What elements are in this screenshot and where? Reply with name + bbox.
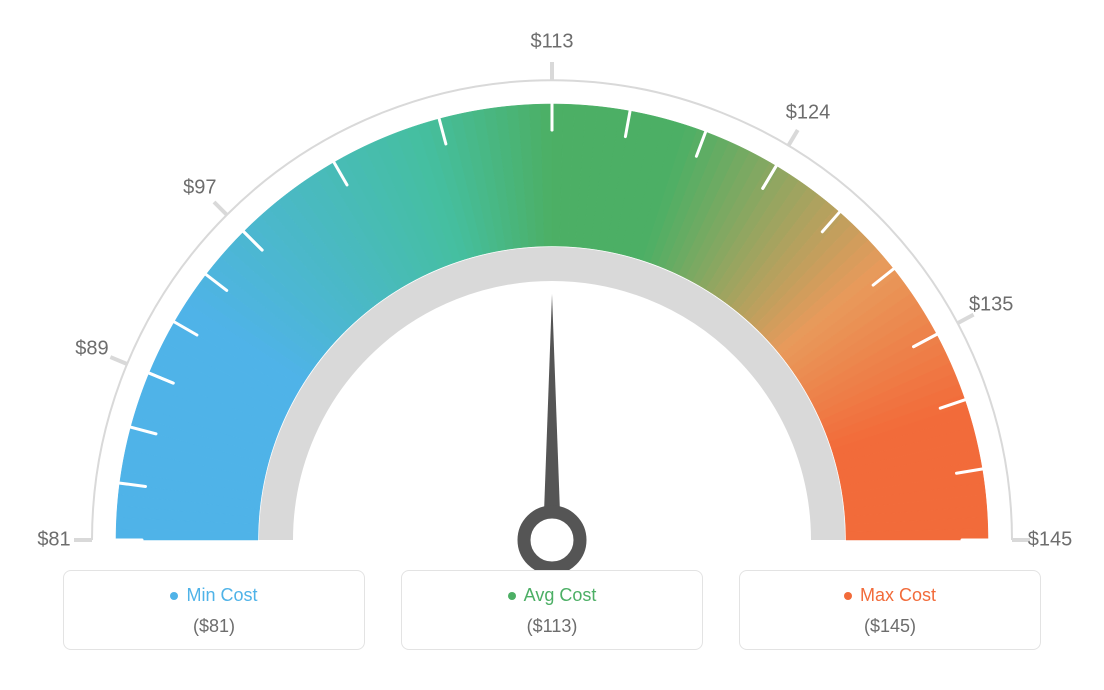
legend-dot-max [844, 592, 852, 600]
legend-value-avg: ($113) [402, 616, 702, 637]
legend-value-max: ($145) [740, 616, 1040, 637]
legend-dot-avg [508, 592, 516, 600]
legend-row: Min Cost ($81) Avg Cost ($113) Max Cost … [0, 570, 1104, 670]
gauge-chart: $81 $89 $97 $113 $124 $135 $145 [0, 0, 1104, 570]
legend-title-max: Max Cost [844, 585, 936, 606]
legend-card-max: Max Cost ($145) [739, 570, 1041, 650]
gauge-svg [0, 0, 1104, 570]
legend-dot-min [170, 592, 178, 600]
gauge-needle-hub [524, 512, 580, 568]
legend-title-text-avg: Avg Cost [524, 585, 597, 606]
legend-title-avg: Avg Cost [508, 585, 597, 606]
gauge-tick-label: $81 [37, 529, 70, 552]
gauge-major-tick [214, 202, 227, 215]
legend-title-text-min: Min Cost [186, 585, 257, 606]
legend-card-avg: Avg Cost ($113) [401, 570, 703, 650]
gauge-major-tick [788, 130, 797, 145]
gauge-tick-label: $124 [786, 101, 831, 124]
gauge-tick-label: $89 [75, 338, 108, 361]
legend-title-text-max: Max Cost [860, 585, 936, 606]
legend-card-min: Min Cost ($81) [63, 570, 365, 650]
gauge-tick-label: $113 [530, 31, 573, 54]
gauge-needle [543, 294, 561, 540]
legend-title-min: Min Cost [170, 585, 257, 606]
gauge-tick-label: $145 [1028, 529, 1073, 552]
legend-value-min: ($81) [64, 616, 364, 637]
gauge-tick-label: $135 [969, 294, 1014, 317]
gauge-tick-label: $97 [183, 176, 216, 199]
gauge-major-tick [110, 357, 127, 364]
